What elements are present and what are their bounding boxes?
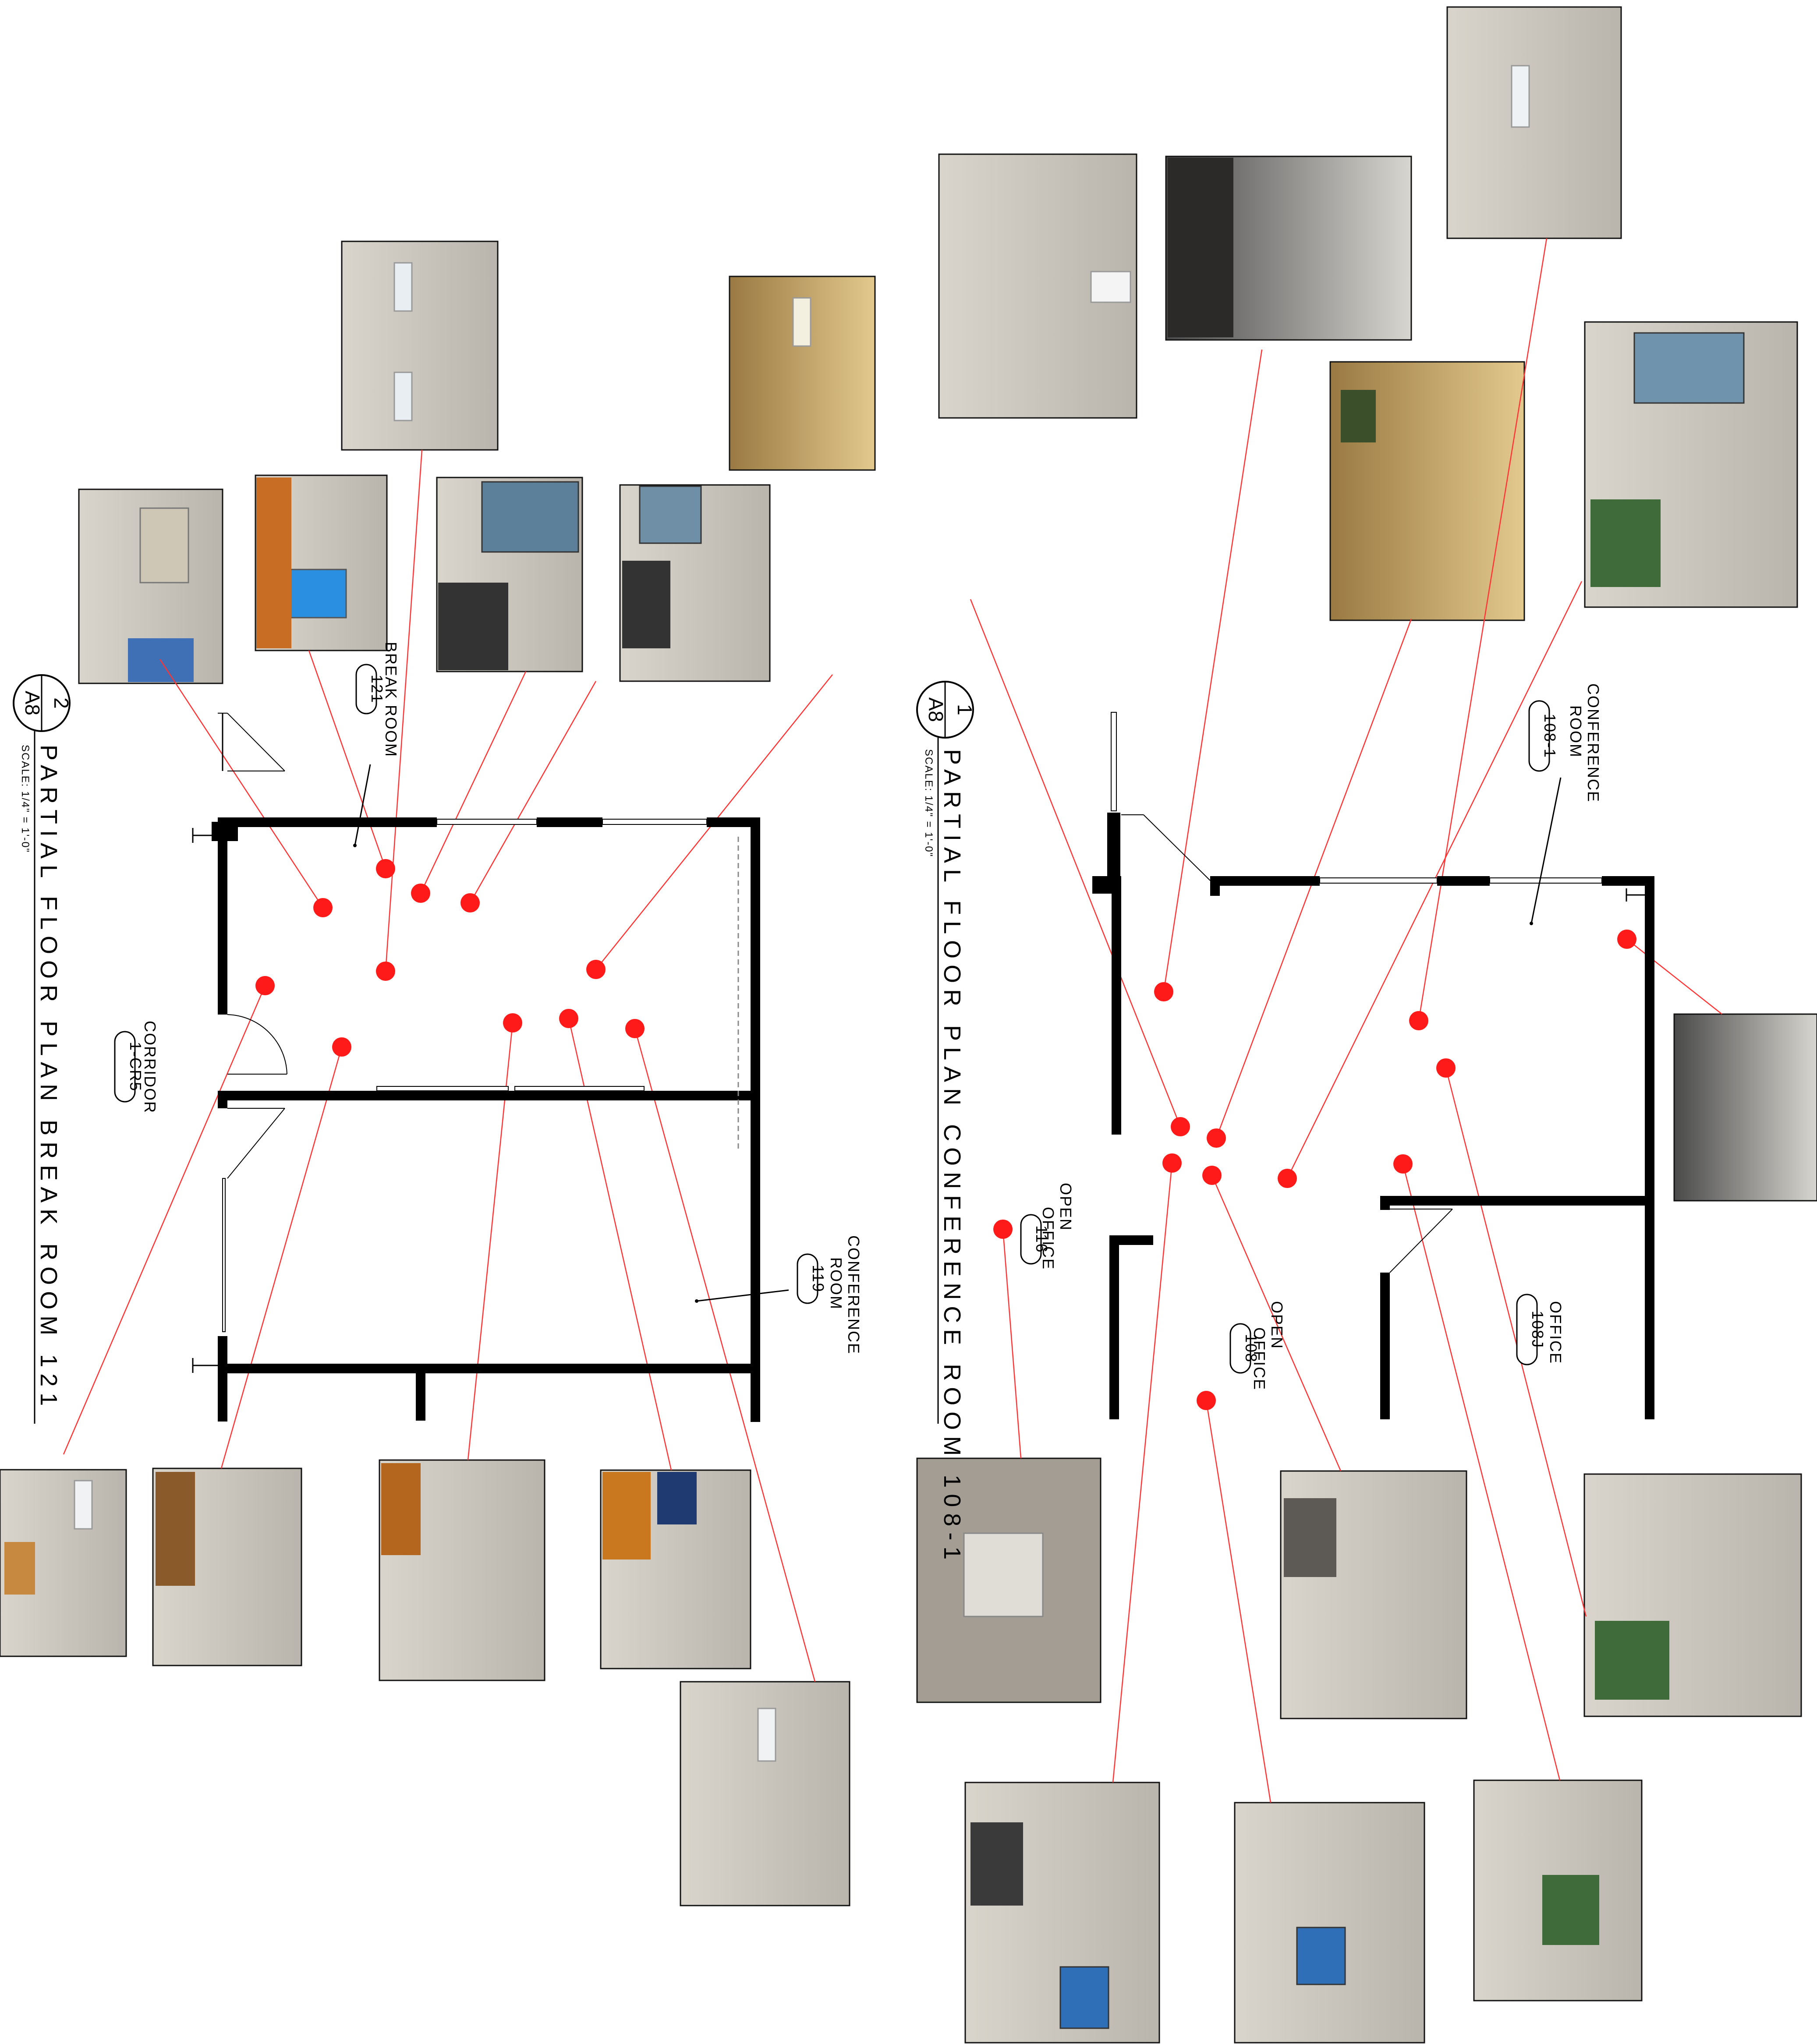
photo-markers	[255, 859, 1636, 1410]
photo-thumbnail[interactable]	[1446, 6, 1622, 239]
photo-marker[interactable]	[1617, 930, 1636, 949]
photo-marker[interactable]	[1409, 1011, 1428, 1030]
conference-108-1-tag: 108-1	[1541, 714, 1559, 758]
photo-thumbnails	[0, 6, 1817, 2044]
photo-marker[interactable]	[460, 893, 480, 912]
photo-thumbnail[interactable]	[1673, 1013, 1817, 1202]
photo-marker[interactable]	[586, 960, 606, 979]
photo-marker[interactable]	[376, 962, 395, 981]
plan2-title: PARTIAL FLOOR PLAN BREAK ROOM 121	[35, 745, 62, 1412]
photo-thumbnail[interactable]	[1234, 1802, 1425, 2044]
open-office-116-tag: 116	[1033, 1225, 1051, 1253]
conference-108-1-name-line1: CONFERENCE	[1584, 683, 1602, 803]
photo-marker[interactable]	[376, 859, 395, 878]
conference-119-name-line1: CONFERENCE	[845, 1235, 863, 1354]
plan1-badge-sheet: A8	[924, 697, 947, 722]
photo-thumbnail[interactable]	[379, 1459, 545, 1681]
photo-thumbnail[interactable]	[341, 240, 499, 451]
corridor-tag: 1-CR5	[127, 1042, 145, 1092]
photo-marker[interactable]	[313, 898, 333, 917]
photo-marker[interactable]	[1197, 1391, 1216, 1410]
photo-marker[interactable]	[1393, 1154, 1413, 1174]
photo-thumbnail[interactable]	[1473, 1779, 1643, 2002]
open-office-116-name-line2: OFFICE	[1039, 1207, 1057, 1270]
plan2-badge-number: 2	[50, 697, 73, 709]
photo-marker[interactable]	[1202, 1166, 1222, 1185]
plan2-badge-sheet: A8	[21, 691, 44, 715]
photo-thumbnail[interactable]	[0, 1469, 127, 1657]
plan1-title: PARTIAL FLOOR PLAN CONFERENCE ROOM 108-1	[939, 749, 965, 1566]
photo-marker[interactable]	[625, 1019, 645, 1038]
photo-thumbnail[interactable]	[1584, 321, 1798, 608]
break-room-name: BREAK ROOM	[382, 642, 400, 757]
plan2-title-block: 2 A8 PARTIAL FLOOR PLAN BREAK ROOM 121 S…	[13, 674, 73, 1424]
photo-marker[interactable]	[993, 1220, 1013, 1239]
photo-marker[interactable]	[1436, 1058, 1456, 1078]
photo-marker[interactable]	[1207, 1128, 1226, 1148]
photo-marker[interactable]	[1154, 982, 1173, 1001]
photo-thumbnail[interactable]	[1165, 156, 1412, 341]
photo-marker[interactable]	[1278, 1169, 1297, 1188]
plan2-walls	[192, 713, 789, 1422]
photo-marker[interactable]	[332, 1037, 351, 1057]
plan2-room-labels: BREAK ROOM 121 CORRIDOR 1-CR5 CONFERENCE…	[114, 642, 863, 1354]
photo-marker[interactable]	[503, 1013, 522, 1033]
photo-thumbnail[interactable]	[600, 1469, 751, 1669]
corridor-name: CORRIDOR	[141, 1021, 159, 1114]
plan1-scale: SCALE: 1/4" = 1'-0"	[923, 749, 935, 857]
photo-thumbnail[interactable]	[680, 1681, 850, 1906]
open-office-108-tag: 108	[1242, 1334, 1260, 1363]
open-office-108-name-line2: OFFICE	[1250, 1327, 1268, 1390]
photo-thumbnail[interactable]	[1583, 1473, 1802, 1717]
photo-thumbnail[interactable]	[78, 488, 223, 684]
photo-marker[interactable]	[559, 1009, 578, 1028]
office-108j-name: OFFICE	[1547, 1301, 1565, 1364]
conference-119-name-line2: ROOM	[827, 1257, 845, 1310]
plan1-room-labels: CONFERENCE ROOM 108-1 OFFICE 108J OPEN O…	[1020, 683, 1602, 1390]
photo-thumbnail[interactable]	[964, 1782, 1160, 2044]
plan2-scale: SCALE: 1/4" = 1'-0"	[19, 745, 31, 853]
open-office-116-name-line1: OPEN	[1057, 1183, 1075, 1231]
plan1-walls	[1092, 712, 1654, 1419]
photo-marker[interactable]	[1171, 1117, 1190, 1136]
photo-marker[interactable]	[1162, 1153, 1182, 1173]
conference-108-1-name-line2: ROOM	[1567, 705, 1585, 758]
photo-marker[interactable]	[255, 976, 275, 995]
photo-thumbnail[interactable]	[938, 153, 1137, 419]
photo-thumbnail[interactable]	[436, 477, 583, 672]
conference-119-tag: 119	[809, 1265, 827, 1292]
photo-thumbnail[interactable]	[1280, 1470, 1467, 1719]
photo-thumbnail[interactable]	[916, 1457, 1102, 1703]
photo-thumbnail[interactable]	[619, 484, 771, 682]
photo-thumbnail[interactable]	[729, 276, 876, 471]
photo-marker[interactable]	[411, 884, 430, 903]
photo-thumbnail[interactable]	[1329, 361, 1525, 621]
plan1-badge-number: 1	[953, 704, 976, 715]
photo-thumbnail[interactable]	[152, 1468, 302, 1666]
break-room-tag: 121	[368, 675, 386, 704]
office-108j-tag: 108J	[1529, 1311, 1547, 1348]
plan1-title-block: 1 A8 PARTIAL FLOOR PLAN CONFERENCE ROOM …	[916, 681, 976, 1566]
open-office-108-name-line1: OPEN	[1268, 1301, 1286, 1349]
photo-thumbnail[interactable]	[255, 474, 388, 651]
